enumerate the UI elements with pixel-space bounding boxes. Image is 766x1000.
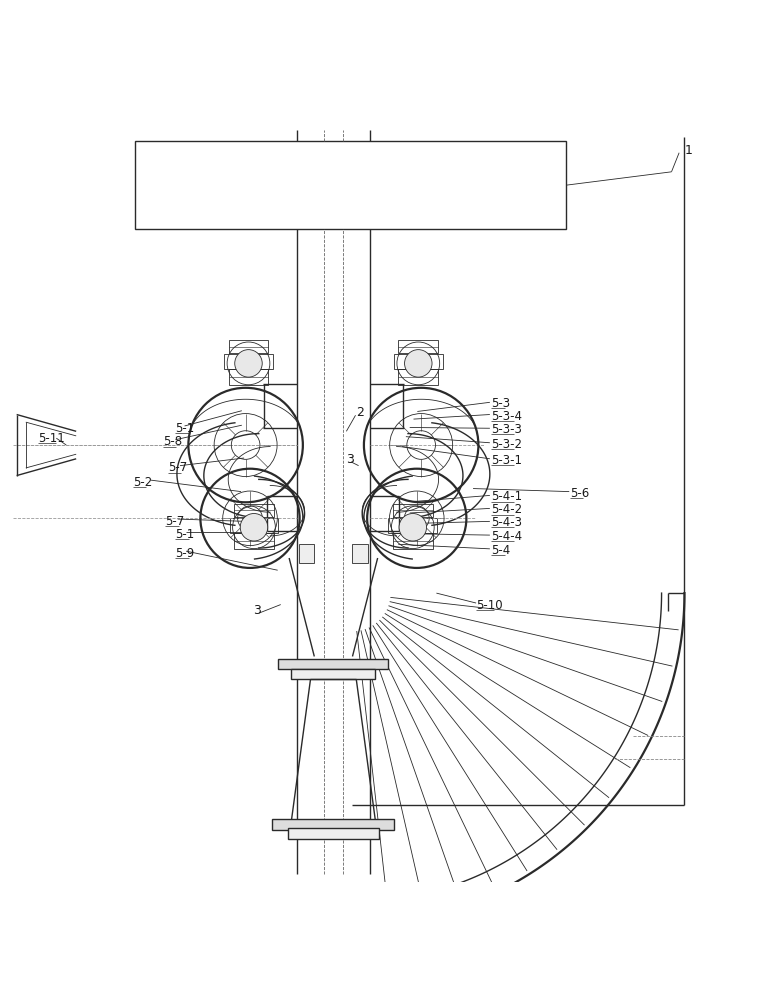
- Bar: [230, 518, 278, 533]
- Text: 5-4: 5-4: [491, 544, 511, 557]
- Text: 5-2: 5-2: [133, 476, 152, 489]
- Text: 5-7: 5-7: [168, 461, 187, 474]
- Bar: [398, 340, 438, 353]
- Bar: [224, 354, 273, 369]
- Text: 5-11: 5-11: [38, 432, 65, 445]
- Text: 5-3-4: 5-3-4: [491, 410, 522, 423]
- Bar: [278, 659, 388, 669]
- Text: 5-1: 5-1: [175, 528, 195, 541]
- Text: 5-10: 5-10: [476, 599, 502, 612]
- Bar: [352, 544, 368, 563]
- Bar: [228, 340, 268, 353]
- Text: 3: 3: [346, 453, 354, 466]
- Text: 5-3-3: 5-3-3: [491, 423, 522, 436]
- Bar: [291, 669, 375, 679]
- Bar: [300, 544, 315, 563]
- Bar: [394, 354, 443, 369]
- Text: 5-7: 5-7: [165, 515, 185, 528]
- Bar: [273, 819, 394, 830]
- Text: 1: 1: [685, 144, 692, 157]
- Text: 5-4-1: 5-4-1: [491, 490, 522, 503]
- Bar: [287, 828, 379, 839]
- Text: 5-3-1: 5-3-1: [491, 454, 522, 467]
- Text: 5-4-2: 5-4-2: [491, 503, 522, 516]
- Bar: [393, 533, 433, 549]
- Bar: [398, 369, 438, 385]
- Text: 5-3: 5-3: [491, 397, 510, 410]
- Circle shape: [404, 350, 432, 377]
- Text: 5-8: 5-8: [163, 435, 182, 448]
- Text: 5-1: 5-1: [175, 422, 195, 435]
- Text: 5-6: 5-6: [570, 487, 589, 500]
- Bar: [135, 141, 566, 229]
- Text: 5-4-4: 5-4-4: [491, 530, 522, 543]
- Bar: [234, 533, 273, 549]
- Bar: [393, 504, 433, 517]
- Circle shape: [241, 514, 267, 541]
- Text: 5-3-2: 5-3-2: [491, 438, 522, 451]
- Circle shape: [234, 350, 262, 377]
- Bar: [388, 518, 437, 533]
- Bar: [234, 504, 273, 517]
- Circle shape: [399, 514, 427, 541]
- Text: 2: 2: [356, 406, 364, 419]
- Text: 5-4-3: 5-4-3: [491, 516, 522, 529]
- Text: 5-9: 5-9: [175, 547, 195, 560]
- Text: 3: 3: [254, 604, 261, 617]
- Bar: [228, 369, 268, 385]
